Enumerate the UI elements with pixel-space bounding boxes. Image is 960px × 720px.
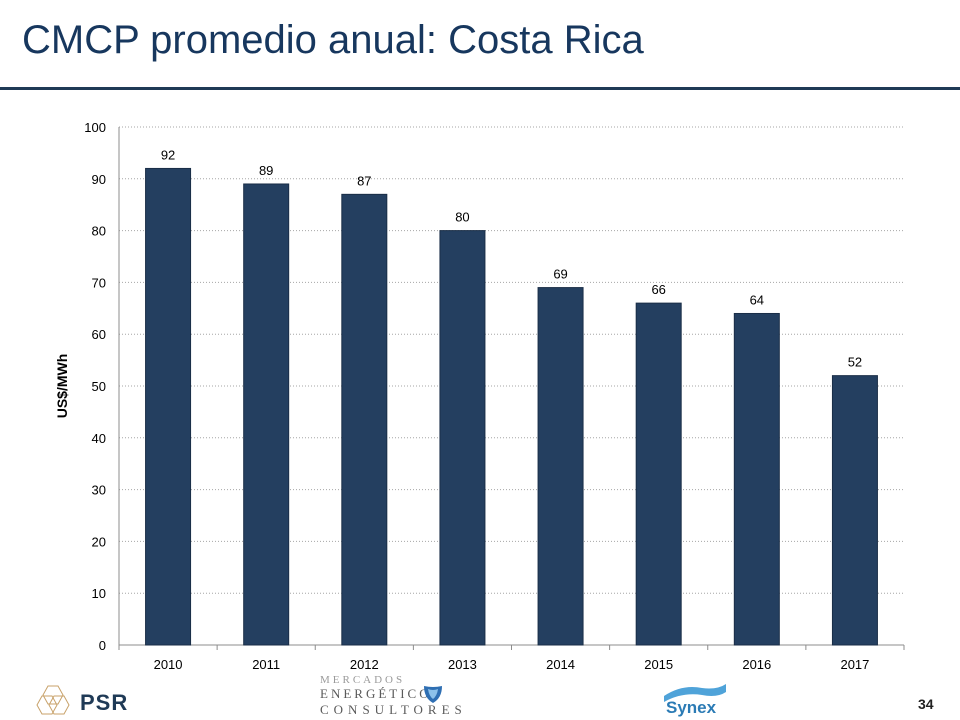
y-tick-label: 10 [92, 586, 106, 601]
y-tick-label: 0 [99, 638, 106, 653]
data-label-2015: 66 [651, 282, 665, 297]
bar-2012 [341, 193, 388, 646]
mec-logo-line1: MERCADOS [320, 674, 406, 686]
x-tick-label-2010: 2010 [154, 657, 183, 672]
data-labels: 92 89 87 80 69 66 64 52 [161, 147, 862, 369]
data-label-2016: 64 [750, 292, 764, 307]
x-tick-label-2016: 2016 [742, 657, 771, 672]
y-tick-label: 70 [92, 275, 106, 290]
data-label-2014: 69 [553, 267, 567, 282]
bar-2017 [831, 375, 878, 646]
y-tick-label: 30 [92, 483, 106, 498]
synex-wave-icon [664, 684, 726, 702]
page-number: 34 [918, 696, 934, 712]
y-tick-label: 40 [92, 431, 106, 446]
x-tick-label-2017: 2017 [840, 657, 869, 672]
title-divider [0, 87, 960, 90]
psr-logo: PSR [36, 684, 138, 718]
mec-logo-line2: ENERGÉTICOS [320, 686, 442, 701]
data-label-2013: 80 [455, 210, 469, 225]
x-tick-label-2014: 2014 [546, 657, 575, 672]
bar-2014 [537, 287, 584, 646]
synex-logo-text: Synex [666, 698, 717, 717]
x-tick-label-2013: 2013 [448, 657, 477, 672]
x-tick-label-2012: 2012 [350, 657, 379, 672]
mec-drop-icon [424, 686, 442, 703]
y-tick-label: 90 [92, 172, 106, 187]
y-tick-label: 50 [92, 379, 106, 394]
footer: PSR MERCADOS ENERGÉTICOS CONSULTORES Syn… [0, 674, 960, 720]
mec-logo: MERCADOS ENERGÉTICOS CONSULTORES [320, 674, 462, 720]
grid-lines [118, 126, 904, 646]
y-tick-label: 60 [92, 327, 106, 342]
bar-2013 [439, 230, 486, 646]
data-label-2010: 92 [161, 147, 175, 162]
y-tick-label: 100 [84, 120, 106, 135]
y-axis-label: US$/MWh [54, 354, 70, 419]
bars [145, 167, 878, 646]
data-label-2017: 52 [848, 355, 862, 370]
bar-2010 [145, 167, 192, 646]
x-axis-ticks: 2010 2011 2012 2013 2014 2015 2016 2017 [118, 645, 905, 672]
y-axis-ticks: 0 10 20 30 40 50 60 70 80 90 100 [84, 120, 106, 653]
bar-2016 [733, 312, 780, 646]
synex-logo: Synex [662, 682, 732, 720]
mec-logo-line3: CONSULTORES [320, 702, 467, 717]
bar-2015 [635, 302, 682, 646]
data-label-2011: 89 [259, 163, 273, 178]
x-tick-label-2015: 2015 [644, 657, 673, 672]
x-tick-label-2011: 2011 [252, 657, 280, 672]
y-tick-label: 80 [92, 224, 106, 239]
data-label-2012: 87 [357, 173, 371, 188]
slide-title: CMCP promedio anual: Costa Rica [22, 18, 644, 62]
y-tick-label: 20 [92, 534, 106, 549]
psr-logo-text: PSR [80, 690, 129, 715]
bar-2011 [243, 183, 290, 646]
psr-hexagon-icon [36, 685, 70, 715]
